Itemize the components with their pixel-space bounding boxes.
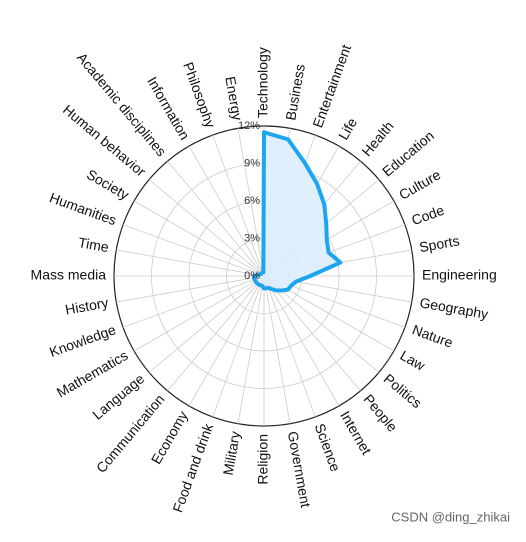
spoke xyxy=(212,134,265,277)
category-label: History xyxy=(64,294,110,317)
watermark: CSDN @ding_zhikai xyxy=(391,509,510,524)
spoke xyxy=(263,275,340,407)
category-label: Health xyxy=(358,118,396,159)
category-label: Law xyxy=(397,347,428,374)
category-label: Academic disciplines xyxy=(74,49,170,159)
spoke xyxy=(188,275,265,407)
spoke xyxy=(167,160,265,277)
spoke xyxy=(263,275,361,392)
category-label: Military xyxy=(220,430,243,476)
r-tick-label: 0% xyxy=(244,270,260,282)
spoke xyxy=(167,275,265,392)
category-label: Government xyxy=(285,430,314,509)
category-label: Time xyxy=(77,234,110,255)
category-label: Energy xyxy=(222,75,245,121)
spoke xyxy=(133,200,265,277)
spoke xyxy=(133,275,265,352)
category-label: Society xyxy=(84,166,132,203)
category-label: Internet xyxy=(337,408,375,457)
r-tick-label: 9% xyxy=(244,157,260,169)
spoke xyxy=(263,275,291,424)
category-label: Sports xyxy=(418,232,461,255)
category-label: Engineering xyxy=(422,267,497,283)
category-label: People xyxy=(360,391,400,435)
category-label: Geography xyxy=(418,294,489,322)
category-label: Philosophy xyxy=(180,60,218,130)
category-label: Knowledge xyxy=(47,321,118,360)
category-label: Nature xyxy=(410,321,455,350)
category-label: Humanities xyxy=(47,189,118,228)
spoke xyxy=(148,179,265,277)
r-tick-label: 6% xyxy=(244,195,260,207)
category-label: Mass media xyxy=(31,267,107,283)
spoke xyxy=(122,275,265,328)
spoke xyxy=(263,275,316,418)
radar-area xyxy=(252,130,343,293)
spoke xyxy=(122,224,265,277)
spoke xyxy=(237,128,265,277)
category-label: Technology xyxy=(255,47,271,118)
category-label: Business xyxy=(282,63,308,122)
r-tick-label: 3% xyxy=(244,232,260,244)
category-label: Culture xyxy=(396,166,443,203)
spoke xyxy=(116,249,265,277)
category-label: Religion xyxy=(255,434,271,485)
category-label: Code xyxy=(409,202,446,229)
spoke xyxy=(148,275,265,373)
spoke xyxy=(116,275,265,303)
r-tick-label: 12% xyxy=(238,120,260,132)
spoke xyxy=(237,275,265,424)
category-label: Life xyxy=(335,115,360,143)
spoke xyxy=(212,275,265,418)
category-label: Science xyxy=(312,421,344,473)
category-label: Politics xyxy=(381,370,425,411)
spoke xyxy=(188,145,265,277)
